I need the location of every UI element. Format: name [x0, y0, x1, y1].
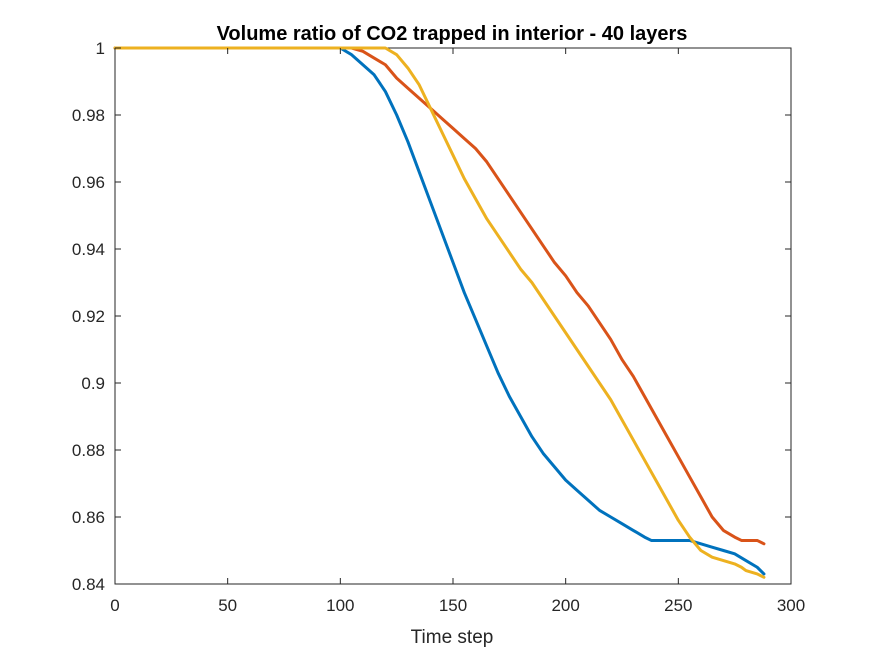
y-tick-label: 0.9 — [81, 374, 105, 393]
x-tick-label: 250 — [664, 596, 692, 615]
y-tick-label: 0.96 — [72, 173, 105, 192]
y-tick-label: 0.98 — [72, 106, 105, 125]
x-tick-label: 100 — [326, 596, 354, 615]
y-tick-label: 0.84 — [72, 575, 105, 594]
y-tick-label: 0.88 — [72, 441, 105, 460]
series-line-2 — [113, 46, 766, 546]
plot-area: 0 50 100 150 200 250 300 0.840.860.880.90.920.… — [72, 39, 805, 615]
x-axis-label: Time step — [411, 627, 494, 648]
x-tick-label: 50 — [218, 596, 237, 615]
x-tick-label: 0 — [110, 596, 119, 615]
series-line-3 — [113, 46, 766, 579]
y-tick-label: 0.94 — [72, 240, 105, 259]
y-tick-label: 1 — [96, 39, 105, 58]
x-tick-label: 150 — [439, 596, 467, 615]
x-tick-label: 200 — [551, 596, 579, 615]
x-tick-label: 300 — [777, 596, 805, 615]
series-group — [113, 46, 766, 579]
x-axis: 0 50 100 150 200 250 300 — [110, 48, 805, 615]
chart-title: Volume ratio of CO2 trapped in interior … — [217, 23, 688, 45]
y-tick-label: 0.92 — [72, 307, 105, 326]
y-tick-label: 0.86 — [72, 508, 105, 527]
y-axis: 0.84 0.86 0.88 0.9 0.92 0.94 0.96 0.98 1 — [72, 39, 791, 594]
